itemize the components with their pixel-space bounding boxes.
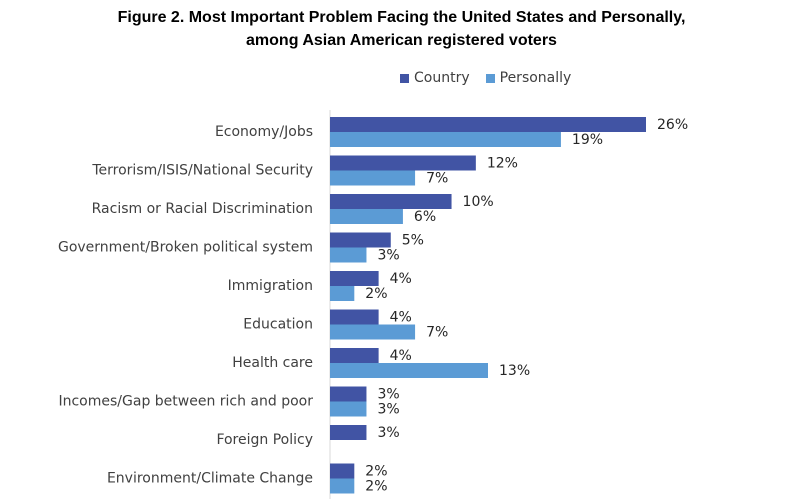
- data-label-country: 10%: [463, 194, 494, 210]
- bar-personally: [330, 209, 403, 224]
- bar-personally: [330, 363, 488, 378]
- data-label-country: 3%: [377, 425, 399, 441]
- data-label-country: 2%: [365, 464, 387, 480]
- bar-personally: [330, 247, 367, 263]
- bar-country: [330, 386, 367, 402]
- bar-country: [330, 463, 355, 479]
- data-label-country: 26%: [657, 117, 688, 133]
- legend-label-country: Country: [414, 70, 470, 86]
- legend-swatch-country: [400, 73, 409, 83]
- category-label: Foreign Policy: [216, 432, 313, 448]
- data-label-country: 4%: [390, 310, 412, 326]
- data-label-personally: 7%: [426, 325, 448, 341]
- data-label-country: 3%: [377, 387, 399, 403]
- data-label-personally: 3%: [377, 402, 399, 418]
- chart-subtitle: among Asian American registered voters: [246, 32, 557, 49]
- bar-country: [330, 425, 367, 440]
- bar-personally: [330, 324, 416, 340]
- category-label: Economy/Jobs: [215, 124, 313, 140]
- category-label: Environment/Climate Change: [107, 471, 313, 487]
- bar-country: [330, 155, 476, 171]
- bar-country: [330, 309, 379, 325]
- bar-personally: [330, 401, 367, 417]
- bar-personally: [330, 478, 355, 494]
- bar-country: [330, 348, 379, 363]
- bar-country: [330, 117, 646, 132]
- bar-country: [330, 232, 391, 248]
- category-label: Incomes/Gap between rich and poor: [58, 394, 313, 410]
- legend-label-personally: Personally: [499, 70, 572, 86]
- bar-personally: [330, 132, 561, 147]
- bar-country: [330, 194, 452, 209]
- data-label-personally: 6%: [414, 209, 436, 225]
- legend-swatch-personally: [485, 73, 495, 83]
- category-label: Terrorism/ISIS/National Security: [91, 163, 313, 179]
- category-label: Racism or Racial Discrimination: [92, 201, 313, 217]
- data-label-personally: 2%: [365, 286, 387, 302]
- category-label: Health care: [232, 355, 313, 371]
- data-label-personally: 3%: [377, 248, 399, 264]
- data-label-personally: 13%: [499, 363, 530, 379]
- category-label: Immigration: [228, 278, 313, 294]
- legend-item-country: Country: [400, 70, 470, 86]
- data-label-country: 4%: [390, 348, 412, 364]
- bar-personally: [330, 286, 355, 301]
- category-label: Education: [243, 317, 313, 333]
- bar-personally: [330, 170, 416, 186]
- data-label-personally: 2%: [365, 479, 387, 495]
- data-label-country: 4%: [390, 271, 412, 287]
- legend-item-personally: Personally: [485, 70, 572, 86]
- chart-title: Figure 2. Most Important Problem Facing …: [0, 6, 803, 52]
- chart-title-line1: Figure 2. Most Important Problem Facing …: [117, 9, 686, 26]
- data-label-personally: 7%: [426, 171, 448, 187]
- data-label-country: 12%: [487, 156, 518, 172]
- data-label-country: 5%: [402, 233, 424, 249]
- legend: Country Personally: [400, 69, 587, 87]
- bar-country: [330, 271, 379, 286]
- data-label-personally: 19%: [572, 132, 603, 148]
- category-label: Government/Broken political system: [58, 240, 313, 256]
